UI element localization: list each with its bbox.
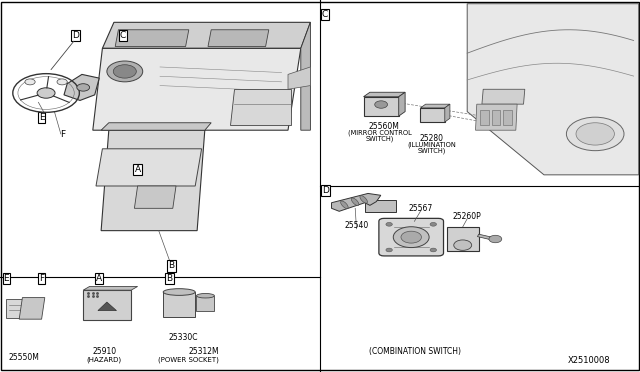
Polygon shape	[208, 30, 269, 46]
Text: D: D	[322, 186, 328, 195]
Ellipse shape	[351, 198, 359, 206]
Text: B: B	[168, 262, 175, 270]
Polygon shape	[134, 186, 176, 208]
Text: 25312M: 25312M	[188, 347, 219, 356]
Ellipse shape	[163, 289, 195, 295]
Text: D: D	[72, 31, 79, 40]
Polygon shape	[163, 292, 195, 317]
Bar	[492, 110, 500, 125]
Text: 25540: 25540	[344, 221, 369, 230]
Polygon shape	[96, 149, 202, 186]
Circle shape	[386, 248, 392, 252]
Polygon shape	[102, 22, 310, 48]
Text: (COMBINATION SWITCH): (COMBINATION SWITCH)	[369, 347, 461, 356]
Polygon shape	[83, 290, 131, 320]
Bar	[364, 97, 399, 116]
Polygon shape	[101, 123, 211, 130]
Circle shape	[430, 222, 436, 226]
Polygon shape	[64, 74, 99, 100]
Bar	[480, 110, 489, 125]
Polygon shape	[83, 286, 138, 290]
Circle shape	[37, 88, 55, 98]
Polygon shape	[98, 302, 116, 311]
Text: 25280: 25280	[420, 134, 444, 143]
Circle shape	[393, 227, 429, 248]
Bar	[447, 227, 479, 251]
Circle shape	[430, 248, 436, 252]
Polygon shape	[476, 104, 517, 130]
Circle shape	[454, 240, 472, 250]
Text: F: F	[60, 130, 65, 139]
Circle shape	[401, 231, 422, 243]
Polygon shape	[364, 92, 405, 97]
Text: B: B	[166, 274, 173, 283]
Text: E: E	[39, 113, 44, 122]
Polygon shape	[365, 200, 396, 212]
Polygon shape	[115, 30, 189, 46]
Bar	[420, 108, 445, 122]
Text: 25910: 25910	[92, 347, 116, 356]
Text: (ILLUMINATION: (ILLUMINATION	[408, 142, 456, 148]
Polygon shape	[332, 193, 381, 211]
Text: (MIRROR CONTROL: (MIRROR CONTROL	[348, 129, 412, 136]
Text: 25550M: 25550M	[9, 353, 40, 362]
Polygon shape	[101, 130, 205, 231]
Polygon shape	[420, 104, 450, 108]
Text: 25567: 25567	[409, 204, 433, 213]
Text: A: A	[96, 274, 102, 283]
Circle shape	[25, 79, 35, 85]
Polygon shape	[301, 22, 310, 130]
Polygon shape	[399, 92, 405, 116]
Text: E: E	[4, 274, 9, 283]
Polygon shape	[477, 234, 495, 240]
Circle shape	[107, 61, 143, 82]
Circle shape	[489, 235, 502, 243]
Text: C: C	[120, 31, 126, 40]
Text: (HAZARD): (HAZARD)	[87, 356, 122, 363]
Circle shape	[566, 117, 624, 151]
Circle shape	[77, 84, 90, 91]
Text: 25260P: 25260P	[453, 212, 481, 221]
Ellipse shape	[196, 294, 214, 298]
Polygon shape	[467, 4, 639, 175]
Polygon shape	[445, 104, 450, 122]
Circle shape	[576, 123, 614, 145]
Text: (POWER SOCKET): (POWER SOCKET)	[158, 356, 220, 363]
Circle shape	[57, 79, 67, 85]
Polygon shape	[230, 89, 291, 125]
Circle shape	[375, 101, 387, 108]
Polygon shape	[288, 67, 310, 89]
Text: SWITCH): SWITCH)	[418, 147, 446, 154]
Ellipse shape	[340, 201, 348, 209]
FancyBboxPatch shape	[379, 218, 444, 256]
Circle shape	[386, 222, 392, 226]
Polygon shape	[482, 89, 525, 104]
Text: 25560M: 25560M	[369, 122, 399, 131]
Bar	[503, 110, 512, 125]
Text: X2510008: X2510008	[568, 356, 610, 365]
Circle shape	[113, 65, 136, 78]
Polygon shape	[93, 48, 301, 130]
Ellipse shape	[360, 196, 367, 203]
Text: 25330C: 25330C	[168, 333, 198, 342]
Text: C: C	[322, 10, 328, 19]
Polygon shape	[6, 299, 27, 318]
Text: SWITCH): SWITCH)	[366, 135, 394, 142]
Polygon shape	[196, 296, 214, 311]
Text: F: F	[39, 274, 44, 283]
Text: A: A	[134, 165, 141, 174]
Polygon shape	[19, 298, 45, 319]
